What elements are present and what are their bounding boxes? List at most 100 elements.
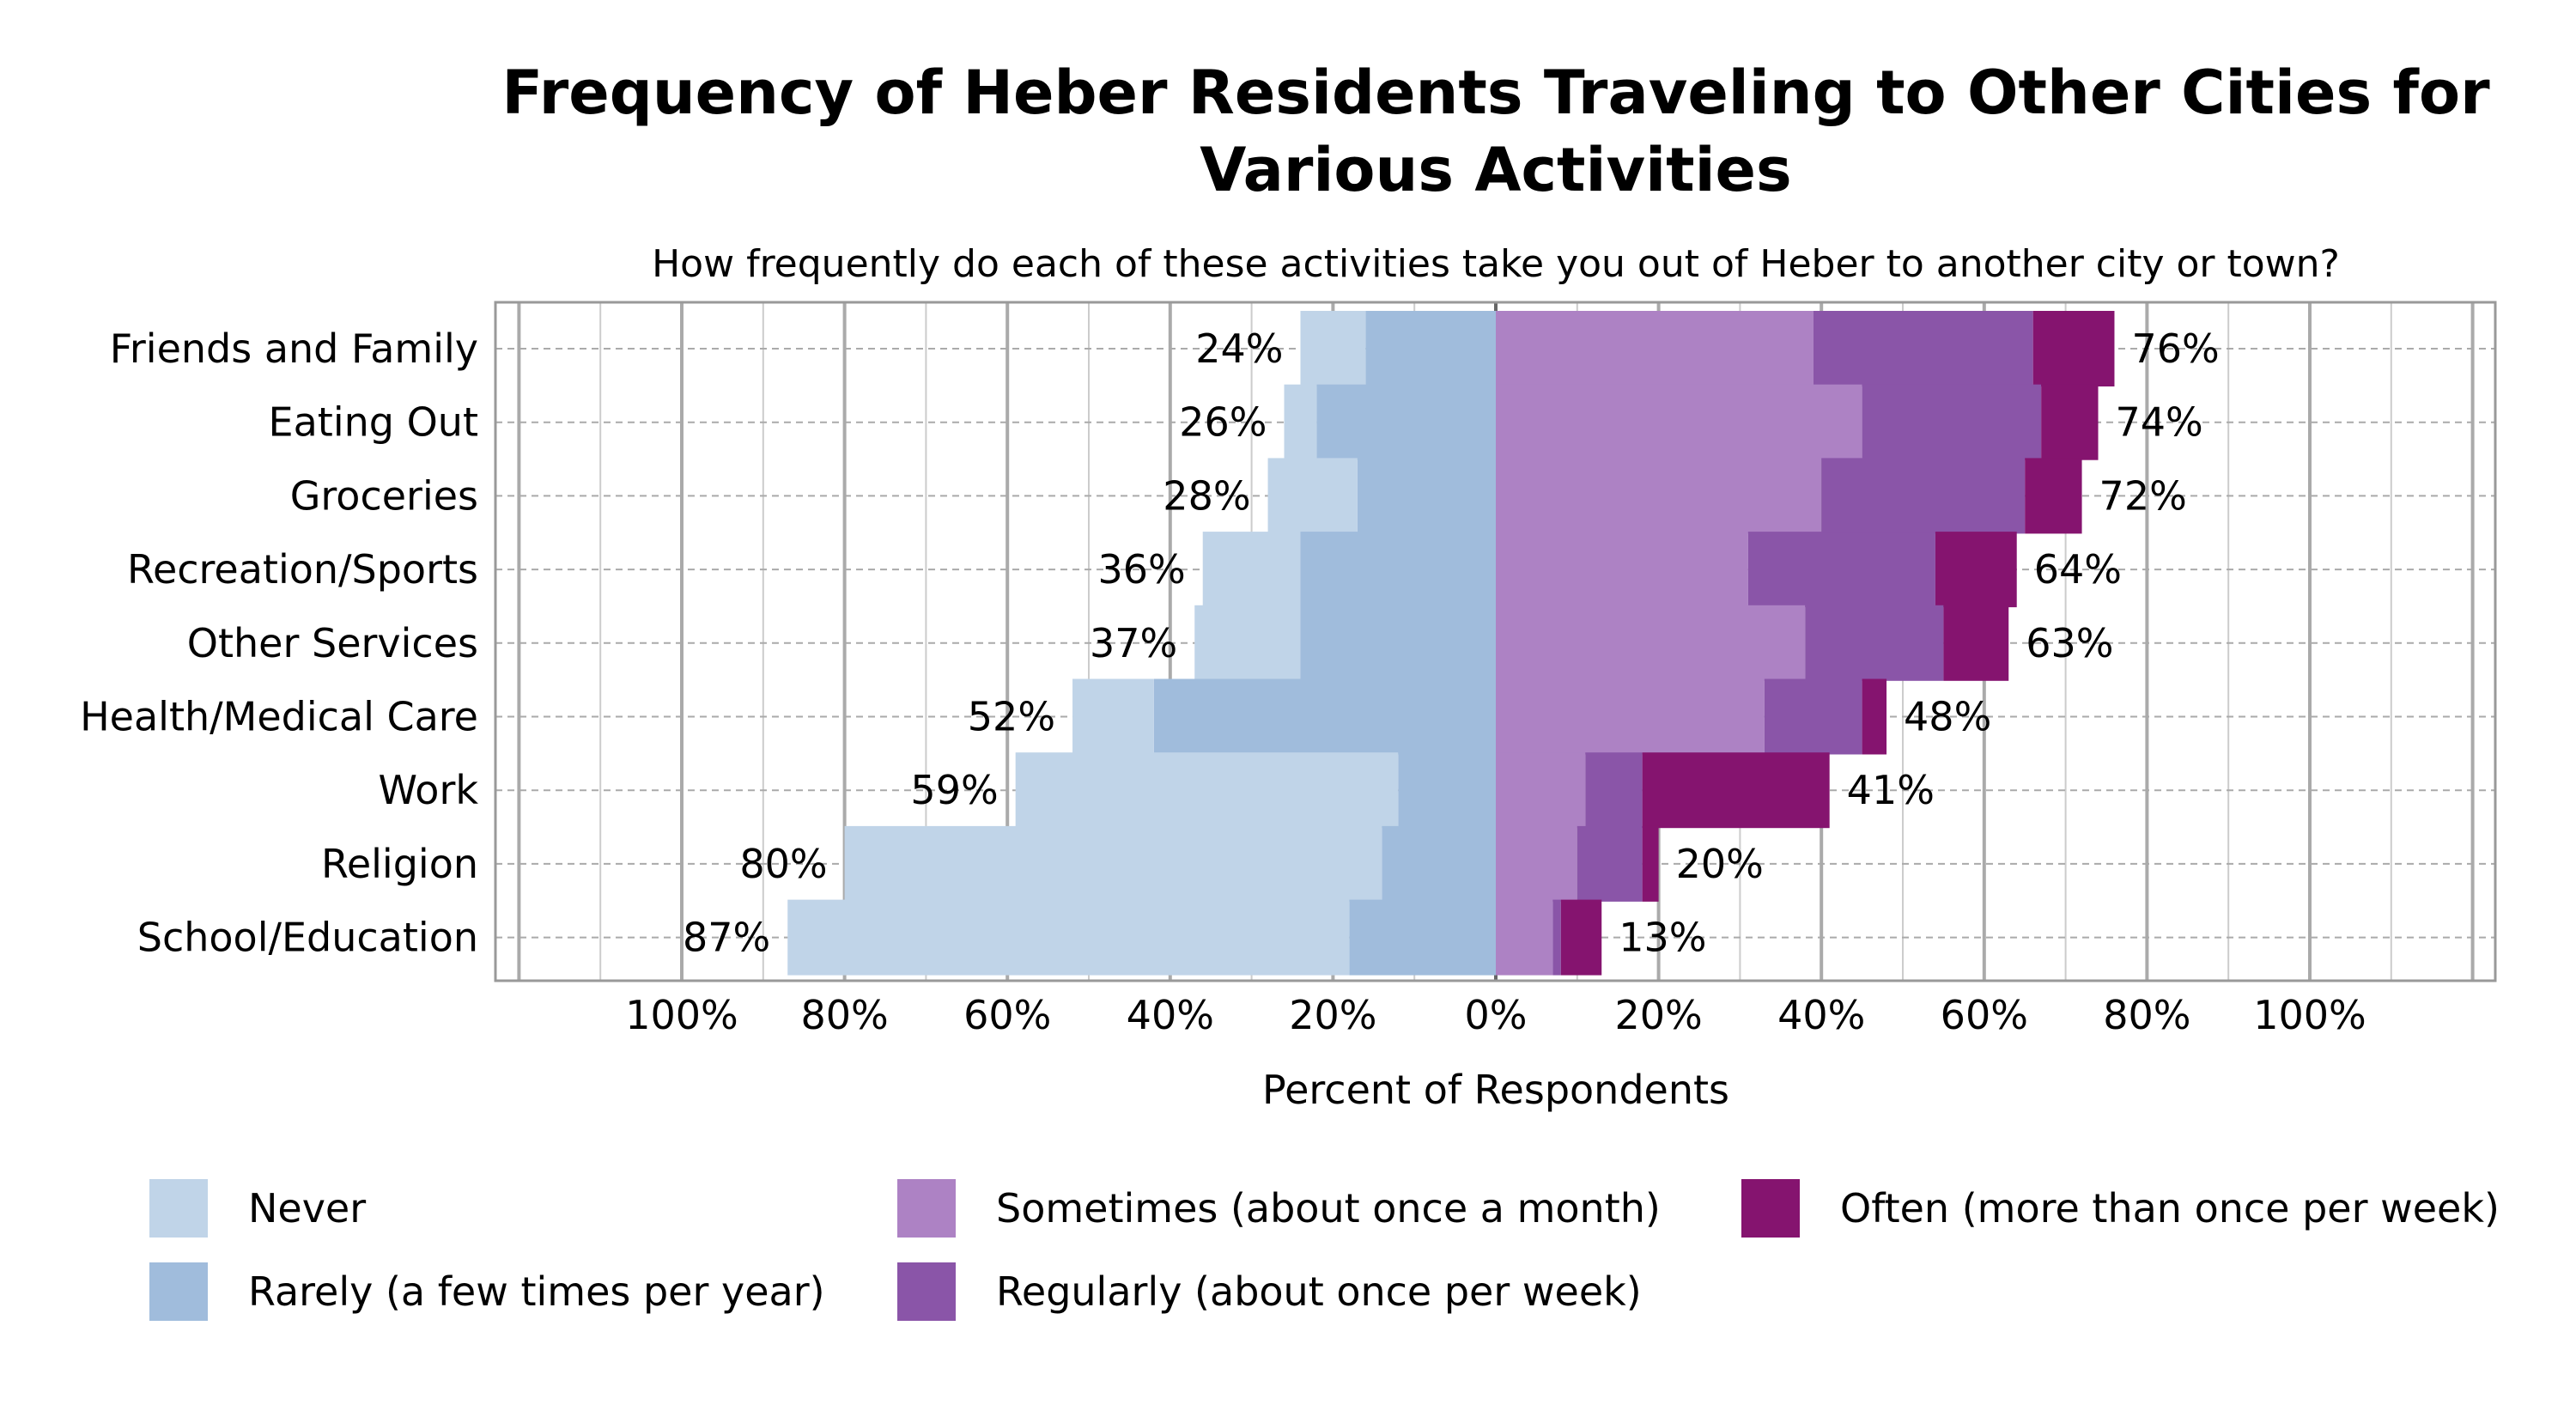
bar-segment [1496,752,1586,829]
chart-subtitle: How frequently do each of these activiti… [652,242,2340,286]
plot-frame [494,301,2497,982]
x-tick-label: 40% [1127,992,1214,1038]
bar-segment [1015,752,1399,829]
left-total-label: 52% [968,694,1055,740]
x-tick-label: 80% [2103,992,2190,1038]
category-label: Religion [321,841,478,887]
bar-segment [1300,532,1496,608]
category-label: Health/Medical Care [80,694,478,740]
x-tick-label: 0% [1465,992,1528,1038]
legend-label: Sometimes (about once a month) [996,1185,1661,1232]
bar-segment [2025,458,2082,534]
left-total-label: 87% [683,915,770,961]
bar-segment [1194,605,1301,681]
bar-segment [787,899,1350,976]
left-total-label: 24% [1195,325,1283,372]
x-tick-label: 40% [1777,992,1865,1038]
x-tick-label: 20% [1614,992,1702,1038]
bar-segment [1862,384,2042,460]
bar-segment [1300,605,1496,681]
bar-segment [1805,605,1944,681]
bar-segment [1496,532,1748,608]
right-total-label: 74% [2116,399,2203,446]
bar-segment [1398,752,1496,829]
bar-segment [1935,532,2017,608]
right-total-label: 20% [1676,841,1764,887]
bar-segment [1642,752,1830,829]
bar-segment [1496,458,1822,534]
bar-segment [1577,825,1643,902]
left-total-label: 26% [1179,399,1267,446]
x-tick-label: 20% [1289,992,1376,1038]
bar-segment [1764,678,1862,755]
bar-segment [1496,311,1814,386]
legend-swatch [149,1262,208,1321]
x-tick-label: 80% [800,992,888,1038]
bar-segment [1153,678,1496,755]
bar-segment [1862,678,1887,755]
bar-segment [1357,458,1496,534]
legend-label: Often (more than once per week) [1840,1185,2500,1232]
right-total-label: 13% [1619,915,1706,961]
legend: Never Rarely (a few times per year) Someti… [149,1179,2500,1321]
x-tick-label: 100% [2253,992,2366,1038]
category-label: School/Education [137,915,478,961]
x-tick-labels: 100% 80% 60% 40% 20% 0% 20% 40% 60% 80% 100% [625,992,2366,1038]
chart-title-line2: Various Activities [1200,135,1791,205]
bar-segment [1496,384,1862,460]
bar-segment [1496,825,1577,902]
legend-label: Never [248,1185,366,1232]
category-label: Friends and Family [110,325,478,372]
bar-segment [1496,899,1553,976]
bar-segment [1365,311,1496,386]
right-total-label: 48% [1904,694,1991,740]
category-label: Recreation/Sports [127,546,478,593]
x-tick-label: 100% [625,992,738,1038]
left-total-label: 59% [910,767,998,813]
bars: Friends and Family 24% 76% Eating Out 26% 74%… [80,311,2220,976]
bar-segment [1747,532,1935,608]
legend-swatch [1741,1179,1800,1238]
bar-segment [1642,825,1659,902]
bar-segment [1267,458,1358,534]
bar-segment [2041,384,2099,460]
left-total-label: 80% [739,841,827,887]
left-total-label: 36% [1097,546,1185,593]
bar-segment [844,825,1382,902]
bar-segment [1300,311,1366,386]
category-label: Eating Out [269,399,478,446]
bar-segment [1284,384,1317,460]
bar-segment [1496,678,1765,755]
bar-segment [1316,384,1496,460]
right-total-label: 63% [2026,620,2113,666]
x-tick-label: 60% [1941,992,2028,1038]
category-label: Other Services [187,620,478,666]
legend-swatch [897,1262,956,1321]
bar-segment [2032,311,2115,386]
bar-segment [1072,678,1154,755]
legend-swatch [897,1179,956,1238]
right-total-label: 41% [1847,767,1935,813]
right-total-label: 64% [2034,546,2122,593]
legend-swatch [149,1179,208,1238]
category-label: Work [379,767,479,813]
bar-segment [1585,752,1643,829]
right-total-label: 76% [2131,325,2219,372]
bar-segment [1496,605,1806,681]
legend-label: Regularly (about once per week) [996,1268,1642,1315]
bar-segment [1943,605,2009,681]
left-total-label: 37% [1090,620,1177,666]
bar-segment [1382,825,1496,902]
bar-segment [1821,458,2026,534]
legend-label: Rarely (a few times per year) [248,1268,825,1315]
left-total-label: 28% [1163,472,1250,519]
bar-segment [1349,899,1496,976]
category-label: Groceries [290,472,478,519]
bar-segment [1202,532,1301,608]
x-axis-label: Percent of Respondents [1262,1067,1729,1113]
x-tick-label: 60% [963,992,1051,1038]
chart-title-line1: Frequency of Heber Residents Traveling t… [501,58,2490,128]
right-total-label: 72% [2099,472,2187,519]
bar-segment [1552,899,1561,976]
